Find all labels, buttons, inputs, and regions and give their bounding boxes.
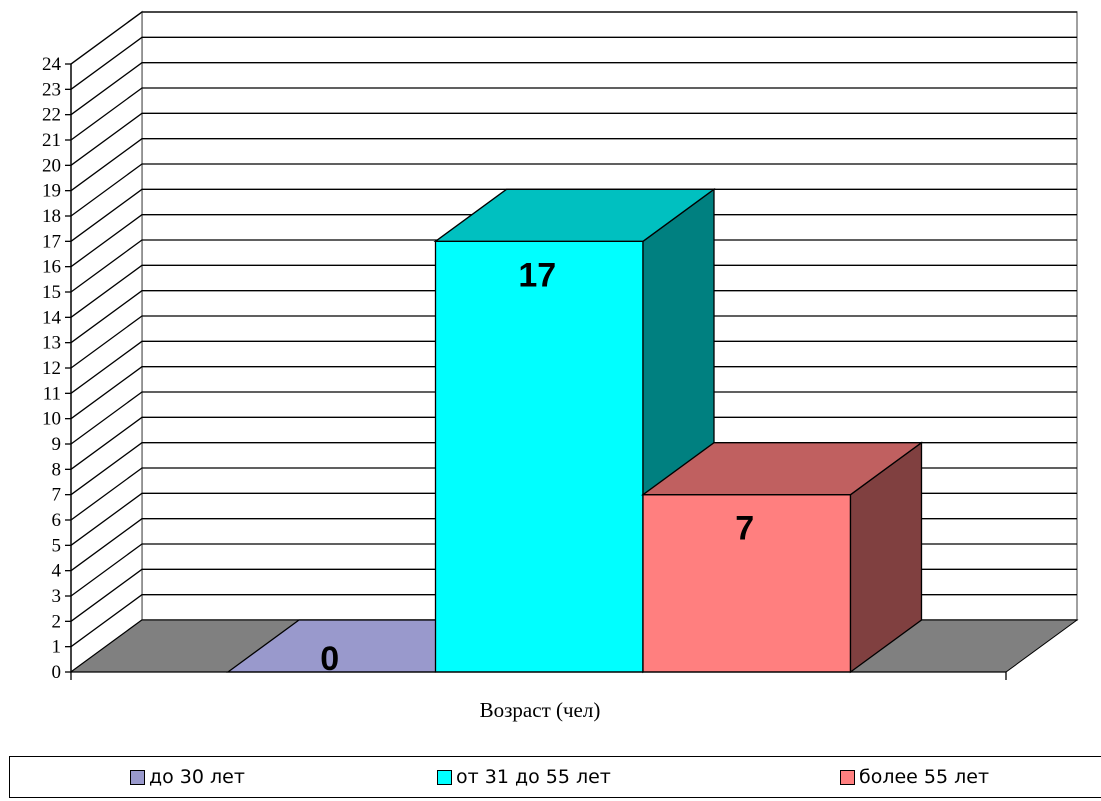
legend-label-0: до 30 лет bbox=[149, 766, 245, 788]
y-tick-label: 22 bbox=[42, 105, 61, 126]
gridline bbox=[70, 366, 1077, 420]
legend-item-1: от 31 до 55 лет bbox=[437, 766, 611, 788]
y-tick-label: 7 bbox=[52, 485, 62, 506]
gridline bbox=[70, 214, 1077, 268]
y-tick-label: 16 bbox=[42, 257, 61, 278]
y-tick-label: 0 bbox=[52, 662, 62, 683]
data-label-1: 17 bbox=[518, 256, 556, 294]
bar-chart: 0123456789101112131415161718192021222324… bbox=[42, 10, 1079, 722]
data-label-2: 7 bbox=[735, 510, 754, 548]
gridline bbox=[70, 416, 1077, 470]
y-tick-label: 18 bbox=[42, 206, 61, 227]
y-tick-label: 24 bbox=[42, 54, 62, 75]
y-tick-label: 14 bbox=[42, 307, 62, 328]
data-label-0: 0 bbox=[320, 640, 339, 678]
gridline bbox=[70, 87, 1077, 141]
y-tick-label: 11 bbox=[43, 383, 61, 404]
bar-top-1 bbox=[433, 188, 716, 242]
legend: до 30 лет от 31 до 55 лет более 55 лет bbox=[9, 756, 1101, 798]
y-tick-label: 15 bbox=[42, 282, 61, 303]
y-tick-label: 4 bbox=[52, 561, 62, 582]
gridline bbox=[70, 138, 1077, 192]
y-tick-label: 6 bbox=[52, 510, 62, 531]
gridline bbox=[70, 188, 1077, 242]
legend-item-2: более 55 лет bbox=[840, 766, 989, 788]
legend-swatch-1 bbox=[437, 769, 452, 785]
y-tick-label: 2 bbox=[52, 611, 62, 632]
bar-1 bbox=[433, 188, 716, 674]
gridline bbox=[70, 340, 1077, 394]
gridline bbox=[70, 290, 1077, 344]
bar-top-2 bbox=[641, 442, 924, 496]
legend-item-0: до 30 лет bbox=[130, 766, 245, 788]
gridline bbox=[70, 315, 1077, 369]
y-tick-label: 3 bbox=[52, 586, 62, 607]
legend-swatch-0 bbox=[130, 769, 145, 785]
y-tick-label: 19 bbox=[42, 181, 61, 202]
gridline bbox=[70, 11, 1077, 65]
y-tick-label: 23 bbox=[42, 79, 61, 100]
legend-label-1: от 31 до 55 лет bbox=[456, 766, 611, 788]
bar-front-2 bbox=[642, 494, 852, 673]
gridline bbox=[70, 163, 1077, 217]
y-tick-label: 20 bbox=[42, 155, 61, 176]
x-axis-label: Возраст (чел) bbox=[480, 698, 601, 722]
bar-2 bbox=[641, 441, 924, 674]
y-tick-label: 5 bbox=[52, 535, 62, 556]
legend-label-2: более 55 лет bbox=[859, 766, 990, 788]
gridline bbox=[70, 62, 1077, 116]
y-tick-label: 9 bbox=[52, 434, 62, 455]
gridline bbox=[70, 36, 1077, 90]
gridline bbox=[70, 264, 1077, 318]
gridline bbox=[70, 391, 1077, 445]
data-labels: 0 17 7 bbox=[320, 256, 754, 678]
y-tick-label: 8 bbox=[52, 459, 62, 480]
y-tick-label: 17 bbox=[42, 231, 61, 252]
y-tick-label: 1 bbox=[52, 637, 62, 658]
gridline bbox=[70, 112, 1077, 166]
gridline bbox=[70, 239, 1077, 293]
y-tick-label: 12 bbox=[42, 358, 61, 379]
y-tick-label: 21 bbox=[42, 130, 61, 151]
bars bbox=[226, 188, 924, 674]
bar-front-1 bbox=[434, 240, 644, 673]
legend-swatch-2 bbox=[840, 769, 855, 785]
y-tick-label: 13 bbox=[42, 333, 61, 354]
y-tick-label: 10 bbox=[42, 409, 61, 430]
